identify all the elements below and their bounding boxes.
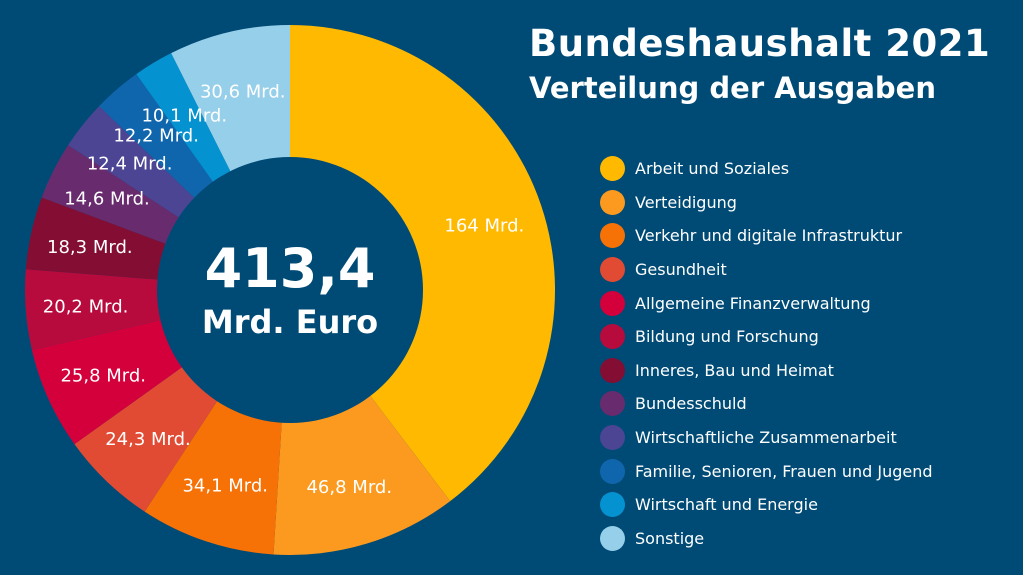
slice-7 [41, 145, 180, 244]
slice-value-label-7: 14,6 Mrd. [64, 189, 150, 210]
legend-label-6: Inneres, Bau und Heimat [635, 360, 834, 380]
slice-10 [136, 53, 231, 183]
slice-0 [290, 25, 555, 502]
legend-swatch-4 [600, 290, 625, 316]
slice-value-label-1: 46,8 Mrd. [306, 477, 392, 498]
title-block: Bundeshaushalt 2021 Verteilung der Ausga… [529, 22, 990, 108]
legend-label-9: Familie, Senioren, Frauen und Jugend [635, 461, 933, 481]
slice-value-label-5: 20,2 Mrd. [43, 296, 129, 317]
slice-value-label-3: 24,3 Mrd. [105, 429, 191, 450]
donut-hole [157, 157, 423, 423]
legend-label-3: Gesundheit [635, 260, 727, 280]
legend-item-3: Gesundheit [600, 253, 933, 287]
slice-4 [31, 319, 183, 445]
legend-label-8: Wirtschaftliche Zusammenarbeit [635, 428, 897, 448]
legend-item-1: Verteidigung [600, 186, 933, 220]
legend-label-5: Bildung und Forschung [635, 327, 819, 347]
slice-value-label-6: 18,3 Mrd. [47, 237, 133, 258]
slice-value-label-9: 12,2 Mrd. [113, 126, 199, 147]
legend-item-2: Verkehr und digitale Infrastruktur [600, 219, 933, 253]
slice-2 [144, 400, 282, 555]
slice-6 [25, 197, 167, 280]
legend-label-0: Arbeit und Soziales [635, 159, 790, 179]
slice-11 [171, 25, 290, 173]
slice-value-label-11: 30,6 Mrd. [200, 82, 286, 103]
legend-item-8: Wirtschaftliche Zusammenarbeit [600, 421, 933, 455]
slice-value-label-2: 34,1 Mrd. [182, 475, 268, 496]
legend-item-6: Inneres, Bau und Heimat [600, 354, 933, 388]
legend-label-2: Verkehr und digitale Infrastruktur [635, 226, 903, 246]
legend-item-7: Bundesschuld [600, 387, 933, 421]
slice-1 [273, 395, 451, 555]
chart-title: Bundeshaushalt 2021 [529, 22, 991, 65]
legend-swatch-2 [600, 223, 625, 249]
legend-label-11: Sonstige [635, 528, 705, 548]
legend-swatch-5 [600, 324, 625, 350]
legend-item-5: Bildung und Forschung [600, 320, 933, 354]
legend-swatch-6 [600, 357, 625, 383]
legend-item-0: Arbeit und Soziales [600, 152, 933, 186]
slice-9 [99, 74, 214, 199]
legend-label-7: Bundesschuld [635, 394, 747, 414]
legend-swatch-11 [600, 525, 625, 551]
legend-swatch-3 [600, 257, 625, 283]
center-total-unit: Mrd. Euro [202, 303, 378, 341]
legend-swatch-7 [600, 391, 625, 417]
legend-item-11: Sonstige [600, 522, 933, 556]
slice-3 [74, 366, 218, 512]
legend-item-4: Allgemeine Finanzverwaltung [600, 286, 933, 320]
chart-subtitle: Verteilung der Ausgaben [529, 71, 936, 105]
legend-swatch-10 [600, 492, 625, 518]
legend-label-4: Allgemeine Finanzverwaltung [635, 293, 871, 313]
legend-label-1: Verteidigung [635, 192, 737, 212]
legend-swatch-1 [600, 189, 625, 215]
legend-swatch-8 [600, 425, 625, 451]
slice-value-label-10: 10,1 Mrd. [141, 105, 227, 126]
slice-value-label-8: 12,4 Mrd. [87, 153, 173, 174]
slice-value-label-0: 164 Mrd. [444, 216, 524, 237]
legend-item-9: Familie, Senioren, Frauen und Jugend [600, 454, 933, 488]
legend-label-10: Wirtschaft und Energie [635, 495, 818, 515]
legend-swatch-9 [600, 458, 625, 484]
legend-item-10: Wirtschaft und Energie [600, 488, 933, 522]
slice-value-label-4: 25,8 Mrd. [60, 365, 146, 386]
slice-8 [68, 106, 195, 218]
legend: Arbeit und Soziales Verteidigung Verkehr u… [600, 152, 933, 555]
legend-swatch-0 [600, 156, 625, 182]
donut-chart: 164 Mrd. 46,8 Mrd. 34,1 Mrd. 24,3 Mrd. 25,8 … [24, 25, 555, 555]
center-total-value: 413,4 [205, 237, 376, 300]
slice-5 [24, 269, 162, 351]
